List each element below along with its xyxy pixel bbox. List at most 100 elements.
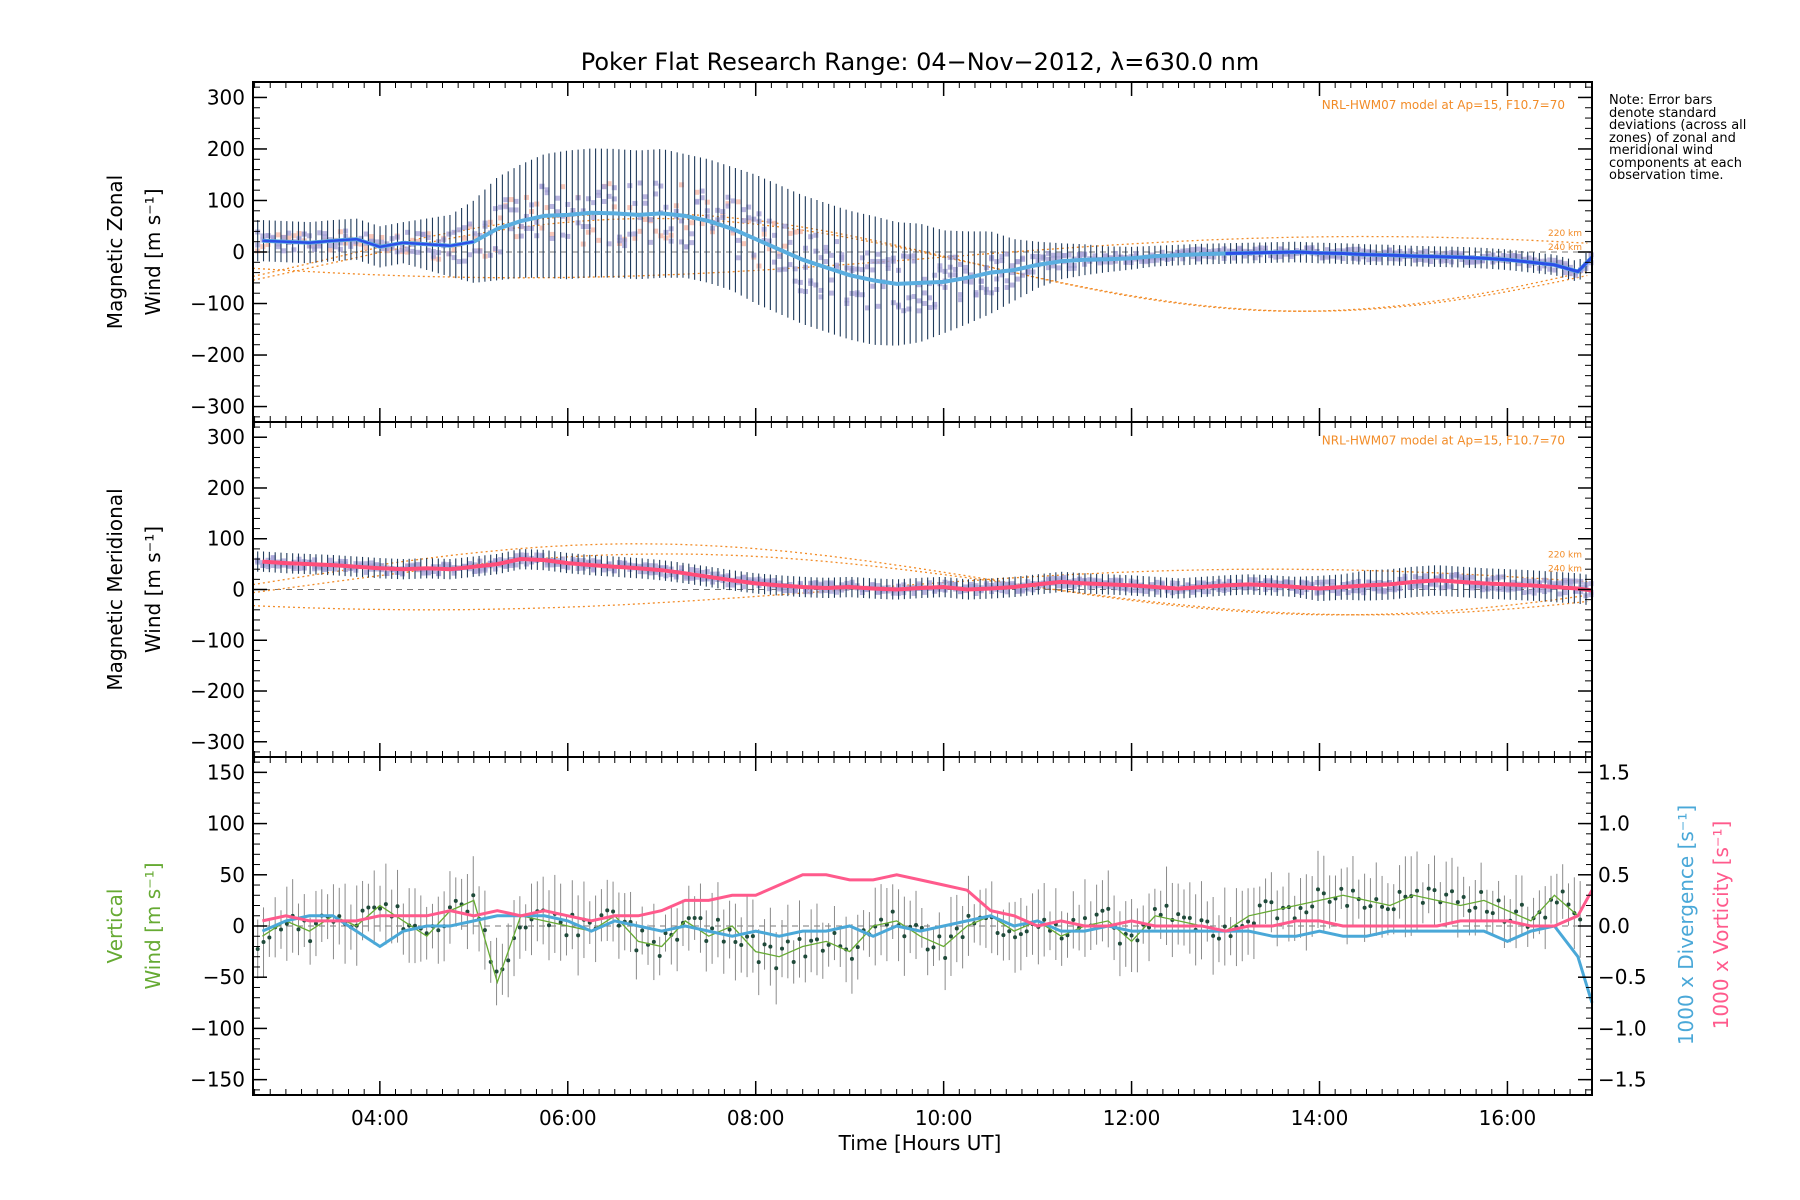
zone-point [1102, 584, 1108, 590]
zone-point [1366, 257, 1372, 263]
zone-point [1567, 582, 1573, 588]
zone-point [1237, 579, 1243, 585]
zone-point [653, 563, 659, 569]
zone-point [539, 225, 545, 231]
zone-point [963, 268, 969, 274]
zone-point [306, 233, 312, 239]
zone-point [1438, 574, 1444, 580]
vertical-wind-point [1578, 917, 1583, 922]
vertical-wind-point [360, 908, 365, 913]
altitude-label: 240 km [1548, 243, 1582, 253]
zone-point [596, 189, 602, 195]
vertical-wind-point [1059, 936, 1064, 941]
vertical-wind-point [366, 905, 371, 910]
zone-point [854, 266, 860, 272]
zone-point [286, 230, 292, 236]
zone-point [1087, 577, 1093, 583]
model-label: NRL-HWM07 model at Ap=15, F10.7=70 [1322, 98, 1565, 112]
y-tick-label: −100 [190, 628, 245, 652]
y-axis-label-line2: Wind [m s⁻¹] [141, 526, 165, 653]
zone-point [859, 255, 865, 261]
zone-point [885, 261, 891, 267]
model-curve [252, 553, 1588, 616]
zone-point [1428, 580, 1434, 586]
zone-point [1025, 269, 1031, 275]
zone-point [560, 232, 566, 238]
zone-point [1299, 581, 1305, 587]
zone-point [1412, 257, 1418, 263]
zone-point [1557, 259, 1563, 265]
zone-point [927, 304, 933, 310]
zone-point [508, 207, 514, 213]
zone-point [647, 570, 653, 576]
y2-tick-label: −0.5 [1598, 965, 1647, 989]
zone-point [1335, 590, 1341, 596]
zone-point [1221, 246, 1227, 252]
zone-point [1531, 257, 1537, 263]
y-tick-label: 50 [220, 863, 245, 887]
zone-point [627, 562, 633, 568]
vertical-wind-point [1368, 904, 1373, 909]
zone-point [911, 258, 917, 264]
zone-point [539, 183, 545, 189]
vertical-wind-point [954, 926, 959, 931]
zone-point [859, 267, 865, 273]
vertical-wind-point [517, 925, 522, 930]
zone-point [1387, 256, 1393, 262]
zone-point [725, 203, 731, 209]
zone-point [921, 290, 927, 296]
altitude-label: 220 km [1548, 229, 1582, 239]
zone-point [658, 183, 664, 189]
zone-point [1511, 586, 1517, 592]
zone-point [901, 253, 907, 259]
vertical-wind-point [663, 931, 668, 936]
zone-point [425, 235, 431, 241]
zone-point [1113, 578, 1119, 584]
zone-point [1361, 254, 1367, 260]
zone-point [1474, 582, 1480, 588]
zone-point [870, 267, 876, 273]
vertical-wind-point [1385, 907, 1390, 912]
zone-point [694, 567, 700, 573]
vertical-wind-point [378, 906, 383, 911]
zone-point [1531, 590, 1537, 596]
zone-point [1185, 582, 1191, 588]
zone-point [565, 565, 571, 571]
x-tick-label: 04:00 [351, 1106, 409, 1130]
zone-point [865, 305, 871, 311]
vertical-wind-point [1339, 886, 1344, 891]
zone-point [523, 194, 529, 200]
zone-point [870, 582, 876, 588]
vertical-wind-point [1473, 905, 1478, 910]
zone-point [317, 243, 323, 249]
zone-point [689, 567, 695, 573]
zone-point [1045, 583, 1051, 589]
zone-point [859, 292, 865, 298]
zone-point [591, 200, 597, 206]
zone-point [317, 230, 323, 236]
zone-point [797, 288, 803, 294]
zonal-mean-line-early [262, 237, 475, 249]
zone-point [1485, 586, 1491, 592]
zone-point [1226, 586, 1232, 592]
vertical-wind-point [482, 928, 487, 933]
vertical-wind-point [465, 909, 470, 914]
zone-point [472, 248, 478, 254]
zone-point [1547, 266, 1553, 272]
zone-point [823, 248, 829, 254]
vertical-wind-point [675, 937, 680, 942]
zone-point [1319, 589, 1325, 595]
zone-point [1278, 580, 1284, 586]
zone-point [787, 230, 793, 236]
zone-point [1542, 577, 1548, 583]
vertical-wind-point [902, 934, 907, 939]
vertical-wind-point [1479, 890, 1484, 895]
zone-point [823, 259, 829, 265]
vertical-wind-point [1152, 907, 1157, 912]
zone-point [1154, 579, 1160, 585]
zone-point [616, 561, 622, 567]
zone-point [725, 574, 731, 580]
zone-point [1159, 249, 1165, 255]
altitude-label: 240 km [1548, 565, 1582, 575]
zone-point [1469, 574, 1475, 580]
